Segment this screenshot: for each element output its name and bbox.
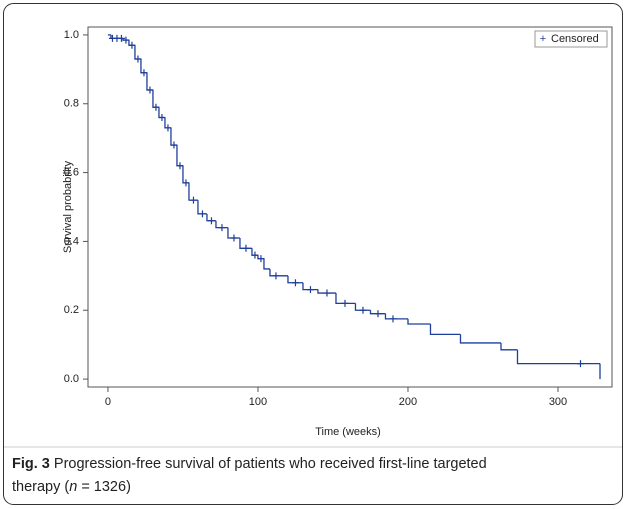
caption-text: therapy ( — [12, 479, 69, 495]
survival-step — [335, 293, 356, 305]
y-tick-label: 0.0 — [64, 373, 79, 385]
survival-step — [459, 334, 501, 344]
censor-mark — [134, 55, 142, 63]
plot-frame — [87, 26, 613, 388]
y-axis-label: Survival probability — [62, 160, 74, 253]
survival-step — [516, 349, 600, 365]
censor-mark — [242, 244, 250, 252]
y-tick-label: 1.0 — [64, 29, 79, 41]
censor-mark — [291, 279, 299, 287]
survival-step — [269, 268, 288, 277]
censor-mark — [122, 36, 130, 44]
censor-mark — [198, 210, 206, 218]
survival-step — [407, 318, 431, 325]
x-tick-label: 0 — [105, 396, 111, 408]
censor-mark — [341, 299, 349, 307]
censor-mark — [272, 272, 280, 280]
x-axis-label: Time (weeks) — [315, 426, 381, 438]
censor-mark — [189, 196, 197, 204]
censor-mark — [128, 41, 136, 49]
censor-mark — [251, 251, 259, 259]
y-tick-label: 0.4 — [64, 235, 79, 247]
censor-mark — [218, 224, 226, 232]
caption-text: Progression-free survival of patients wh… — [54, 456, 487, 472]
caption-n: n — [69, 479, 77, 495]
survival-step — [500, 342, 518, 351]
censor-mark — [164, 124, 172, 132]
survival-step — [384, 313, 408, 320]
censor-mark — [117, 34, 125, 42]
censor-mark — [170, 141, 178, 149]
censor-mark — [146, 86, 154, 94]
survival-step — [263, 258, 270, 270]
x-tick-label: 200 — [399, 396, 417, 408]
legend: + Censored — [534, 30, 608, 48]
x-tick-label: 300 — [549, 396, 567, 408]
survival-step — [429, 324, 461, 335]
legend-box — [534, 30, 608, 48]
censor-mark — [323, 289, 331, 297]
y-tick-label: 0.6 — [64, 166, 79, 178]
y-tick-label: 0.2 — [64, 304, 79, 316]
x-tick-label: 100 — [249, 396, 267, 408]
censor-mark — [152, 103, 160, 111]
censor-mark — [182, 179, 190, 187]
censor-mark — [359, 306, 367, 314]
censor-mark — [257, 255, 265, 263]
censor-mark — [158, 114, 166, 122]
legend-symbol: + — [540, 33, 546, 45]
caption-text: = 1326) — [81, 479, 131, 495]
caption-line: Fig. 3 Progression-free survival of pati… — [12, 456, 487, 472]
y-tick-label: 0.8 — [64, 98, 79, 110]
censor-mark — [176, 162, 184, 170]
censor-mark — [230, 234, 238, 242]
legend-label: Censored — [551, 33, 599, 45]
censor-mark — [306, 286, 314, 294]
censor-mark — [374, 310, 382, 318]
censor-mark — [207, 217, 215, 225]
caption-label: Fig. 3 — [12, 456, 50, 472]
figure-border — [3, 3, 623, 505]
censor-mark — [576, 360, 584, 368]
censor-mark — [389, 315, 397, 323]
caption-line: therapy (n = 1326) — [12, 479, 131, 495]
censor-mark — [140, 69, 148, 77]
